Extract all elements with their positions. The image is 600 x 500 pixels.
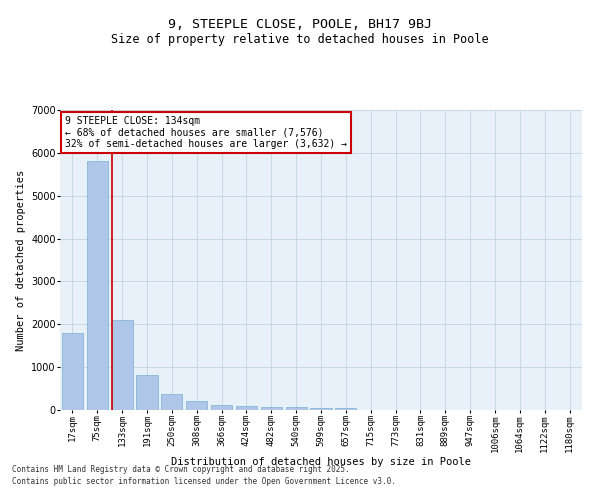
Bar [236, 406, 257, 410]
Text: 9 STEEPLE CLOSE: 134sqm
← 68% of detached houses are smaller (7,576)
32% of semi: 9 STEEPLE CLOSE: 134sqm ← 68% of detache… [65, 116, 347, 149]
Bar [161, 394, 182, 410]
Bar [112, 320, 133, 410]
Bar [310, 408, 332, 410]
Bar [136, 375, 158, 410]
Bar [261, 406, 282, 410]
Bar [62, 334, 83, 410]
Text: Contains public sector information licensed under the Open Government Licence v3: Contains public sector information licen… [12, 477, 396, 486]
Bar [211, 405, 232, 410]
Text: Size of property relative to detached houses in Poole: Size of property relative to detached ho… [111, 32, 489, 46]
Text: Contains HM Land Registry data © Crown copyright and database right 2025.: Contains HM Land Registry data © Crown c… [12, 466, 350, 474]
Bar [87, 160, 108, 410]
Text: 9, STEEPLE CLOSE, POOLE, BH17 9BJ: 9, STEEPLE CLOSE, POOLE, BH17 9BJ [168, 18, 432, 30]
Bar [335, 408, 356, 410]
X-axis label: Distribution of detached houses by size in Poole: Distribution of detached houses by size … [171, 458, 471, 468]
Y-axis label: Number of detached properties: Number of detached properties [16, 170, 26, 350]
Bar [286, 408, 307, 410]
Bar [186, 401, 207, 410]
